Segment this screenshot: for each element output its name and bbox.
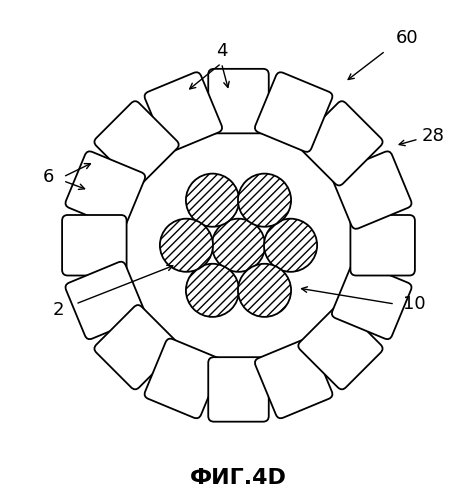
Text: 6: 6 xyxy=(43,168,54,186)
Circle shape xyxy=(211,218,265,272)
FancyBboxPatch shape xyxy=(331,262,411,339)
Circle shape xyxy=(238,264,290,317)
Text: 10: 10 xyxy=(402,295,425,313)
FancyBboxPatch shape xyxy=(208,357,268,422)
Circle shape xyxy=(238,174,290,227)
FancyBboxPatch shape xyxy=(144,338,222,418)
FancyBboxPatch shape xyxy=(350,215,414,276)
FancyBboxPatch shape xyxy=(298,101,382,186)
FancyBboxPatch shape xyxy=(94,101,178,186)
FancyBboxPatch shape xyxy=(208,69,268,134)
Text: 28: 28 xyxy=(421,127,444,145)
Text: ФИГ.4D: ФИГ.4D xyxy=(189,468,287,487)
FancyBboxPatch shape xyxy=(254,72,332,152)
Circle shape xyxy=(263,218,317,272)
Circle shape xyxy=(186,174,238,227)
Circle shape xyxy=(159,218,213,272)
FancyBboxPatch shape xyxy=(254,338,332,418)
FancyBboxPatch shape xyxy=(65,262,145,339)
Text: 2: 2 xyxy=(52,301,64,319)
FancyBboxPatch shape xyxy=(298,305,382,390)
FancyBboxPatch shape xyxy=(94,305,178,390)
Text: 60: 60 xyxy=(395,30,418,48)
Text: 4: 4 xyxy=(215,42,227,60)
FancyBboxPatch shape xyxy=(144,72,222,152)
FancyBboxPatch shape xyxy=(331,152,411,229)
FancyBboxPatch shape xyxy=(62,215,126,276)
Circle shape xyxy=(186,264,238,317)
FancyBboxPatch shape xyxy=(65,152,145,229)
